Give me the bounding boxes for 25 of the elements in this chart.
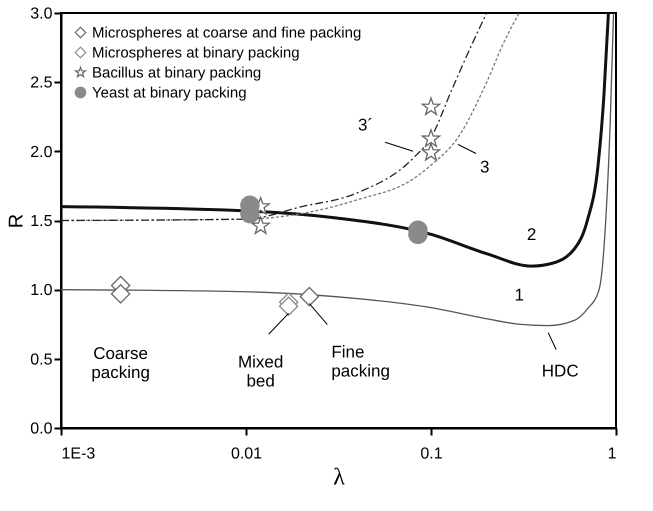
x-axis-title: λ (333, 464, 346, 490)
x-tick-label: 0.1 (420, 446, 443, 462)
annotation: 3 (480, 158, 490, 176)
legend-label: Microspheres at coarse and fine packing (92, 24, 362, 42)
annotation: HDC (542, 362, 579, 381)
y-tick-label: 2.0 (30, 144, 53, 161)
x-tick-label: 0.01 (230, 446, 262, 462)
y-tick-label: 3.0 (30, 6, 53, 22)
y-tick-label: 2.5 (30, 74, 53, 92)
annotation: Mixed bed (238, 352, 284, 390)
y-tick-label: 0.5 (30, 351, 53, 368)
annotation: 2 (526, 225, 536, 244)
annotation: 1 (514, 285, 524, 304)
legend-label: Bacillus at binary packing (92, 64, 262, 82)
legend-label: Microspheres at binary packing (92, 44, 300, 62)
legend-label: Yeast at binary packing (92, 84, 247, 102)
x-tick-label: 1 (608, 446, 617, 462)
annotation: Coarse packing (91, 344, 150, 382)
y-tick-label: 0.0 (30, 420, 53, 438)
y-tick-label: 1.0 (30, 282, 53, 300)
x-tick-label: 1E-3 (62, 446, 96, 462)
y-tick-label: 1.5 (30, 213, 53, 230)
y-axis-title: R (5, 214, 28, 228)
annotation: 3´ (358, 115, 374, 134)
annotation: Fine packing (331, 342, 390, 381)
